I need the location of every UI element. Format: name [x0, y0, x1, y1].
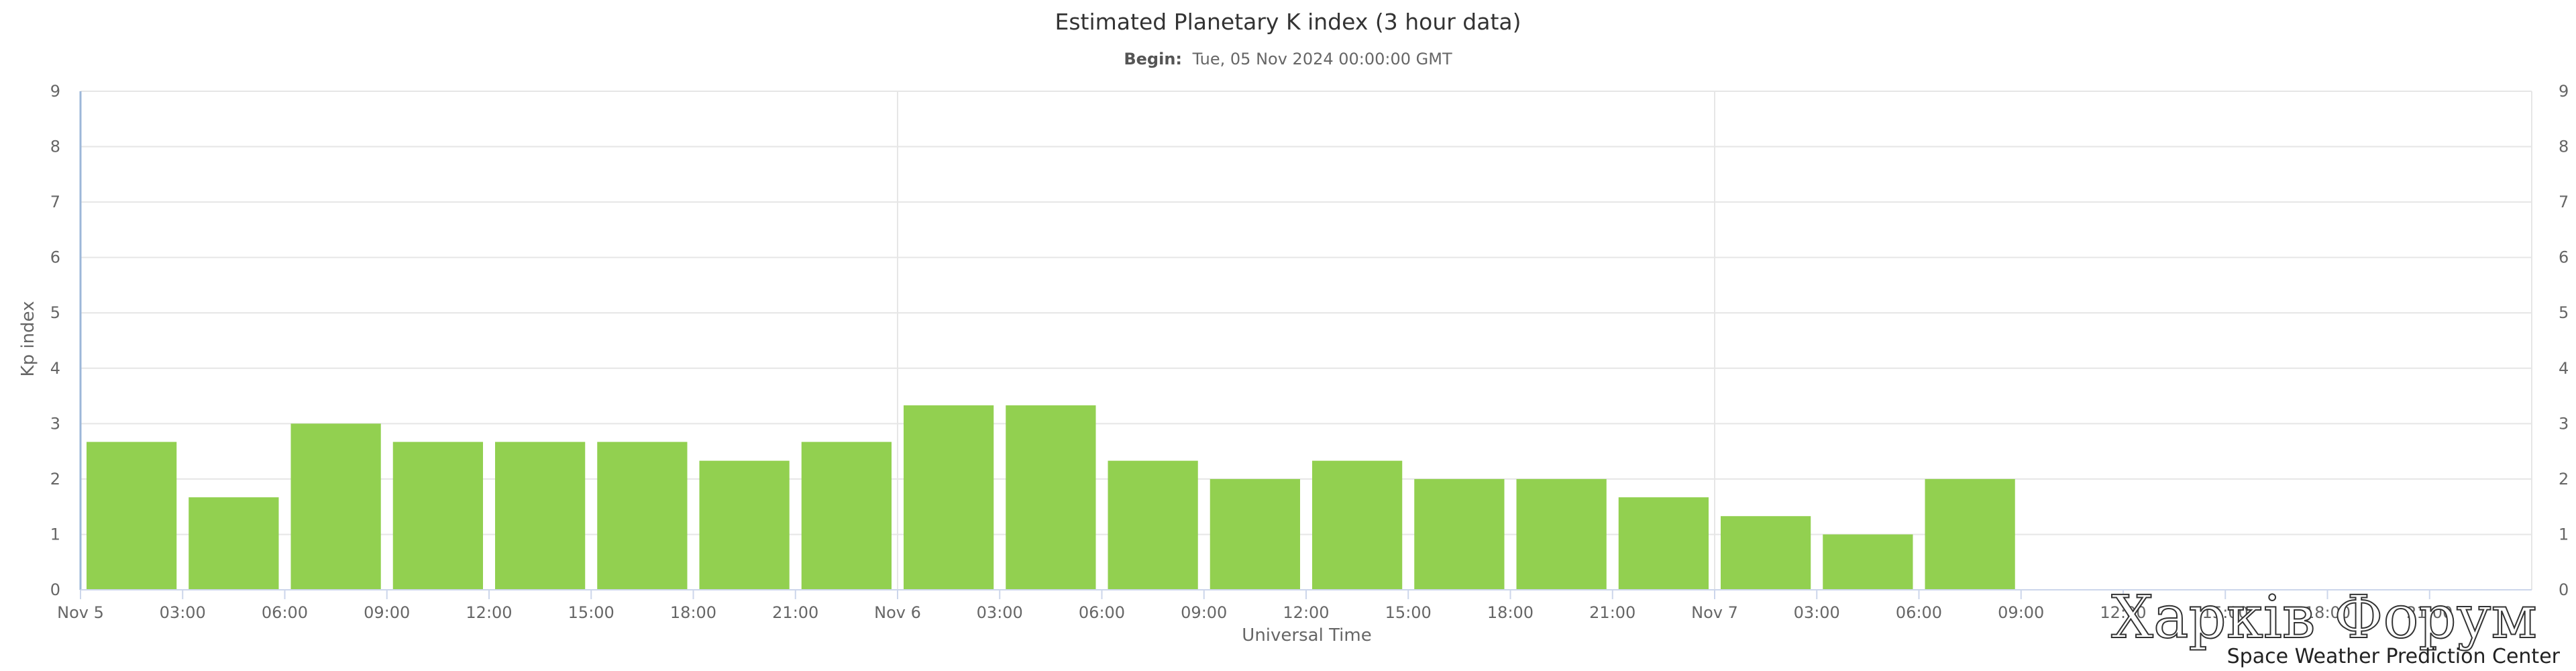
y-tick-label: 9 — [50, 82, 60, 101]
y-tick-label-right: 0 — [2559, 580, 2569, 599]
x-tick-label: 09:00 — [1181, 603, 1227, 622]
kp-bar[interactable] — [801, 442, 892, 590]
x-tick-label: 03:00 — [977, 603, 1023, 622]
x-tick-label: 21:00 — [2406, 603, 2453, 622]
watermark-logo: Харків Форум — [2111, 582, 2537, 652]
y-tick-label-right: 4 — [2559, 359, 2569, 378]
bar-series — [87, 405, 2015, 590]
x-tick-label: 15:00 — [2202, 603, 2249, 622]
y-axis-right-ticks: 0 1 2 3 4 5 6 7 8 9 — [2559, 82, 2569, 599]
y-axis-left-ticks: 0 1 2 3 4 5 6 7 8 9 — [50, 82, 60, 599]
x-tick-label: 21:00 — [1589, 603, 1635, 622]
y-tick-label: 0 — [50, 580, 60, 599]
kp-bar[interactable] — [290, 423, 381, 590]
y-tick-label: 7 — [50, 193, 60, 211]
kp-bar[interactable] — [1925, 478, 2015, 590]
x-tick-label: 03:00 — [1794, 603, 1840, 622]
y-tick-label: 3 — [50, 414, 60, 433]
grid-lines — [80, 91, 2532, 590]
chart-title: Estimated Planetary K index (3 hour data… — [1055, 9, 1521, 35]
y-tick-label: 5 — [50, 303, 60, 322]
x-tick-label: 12:00 — [1283, 603, 1329, 622]
y-tick-label-right: 8 — [2559, 138, 2569, 156]
kp-bar[interactable] — [1721, 516, 1811, 590]
subtitle-value: Tue, 05 Nov 2024 00:00:00 GMT — [1192, 50, 1452, 68]
x-tick-label: 15:00 — [568, 603, 614, 622]
x-axis-title: Universal Time — [1242, 625, 1371, 646]
y-tick-label: 1 — [50, 525, 60, 544]
x-axis-ticks: Nov 5 03:00 06:00 09:00 12:00 15:00 18:00 21:00… — [57, 590, 2453, 622]
y-tick-label-right: 5 — [2559, 303, 2569, 322]
kp-bar[interactable] — [189, 497, 279, 590]
x-tick-label: 09:00 — [1998, 603, 2044, 622]
kp-bar[interactable] — [1210, 478, 1300, 590]
kp-bar[interactable] — [1312, 460, 1403, 590]
y-tick-label-right: 6 — [2559, 248, 2569, 267]
kp-bar[interactable] — [1108, 460, 1198, 590]
kp-bar[interactable] — [392, 442, 483, 590]
subtitle-label: Begin: — [1124, 50, 1182, 68]
y-tick-label: 6 — [50, 248, 60, 267]
y-axis-title: Kp index — [18, 301, 38, 377]
x-tick-label: Nov 5 — [57, 603, 104, 622]
x-tick-label: 09:00 — [364, 603, 410, 622]
x-tick-label: Nov 6 — [874, 603, 921, 622]
y-tick-label-right: 3 — [2559, 414, 2569, 433]
x-tick-label: 12:00 — [466, 603, 512, 622]
kp-bar[interactable] — [1618, 497, 1709, 590]
y-tick-label-right: 9 — [2559, 82, 2569, 101]
y-tick-label: 4 — [50, 359, 60, 378]
x-tick-label: 12:00 — [2100, 603, 2146, 622]
kp-bar[interactable] — [87, 442, 177, 590]
kp-bar[interactable] — [1823, 534, 1913, 590]
x-tick-label: 21:00 — [772, 603, 818, 622]
x-tick-label: 06:00 — [262, 603, 308, 622]
x-tick-label: 06:00 — [1896, 603, 1942, 622]
y-tick-label-right: 2 — [2559, 470, 2569, 488]
kp-bar[interactable] — [699, 460, 790, 590]
kp-bar[interactable] — [1414, 478, 1505, 590]
chart-subtitle: Begin: Tue, 05 Nov 2024 00:00:00 GMT — [1124, 50, 1452, 68]
kp-bar[interactable] — [1516, 478, 1607, 590]
x-tick-label: Nov 7 — [1691, 603, 1738, 622]
x-tick-label: 18:00 — [1487, 603, 1534, 622]
x-tick-label: 03:00 — [160, 603, 206, 622]
x-tick-label: 06:00 — [1079, 603, 1125, 622]
y-tick-label-right: 1 — [2559, 525, 2569, 544]
credit-text: Space Weather Prediction Center — [2227, 645, 2561, 668]
y-tick-label: 2 — [50, 470, 60, 488]
kp-bar[interactable] — [1006, 405, 1096, 590]
kp-bar[interactable] — [597, 442, 688, 590]
kp-bar[interactable] — [495, 442, 586, 590]
kp-bar[interactable] — [904, 405, 994, 590]
x-tick-label: 15:00 — [1385, 603, 1432, 622]
y-tick-label: 8 — [50, 138, 60, 156]
y-tick-label-right: 7 — [2559, 193, 2569, 211]
x-tick-label: 18:00 — [670, 603, 716, 622]
x-tick-label: 18:00 — [2304, 603, 2351, 622]
